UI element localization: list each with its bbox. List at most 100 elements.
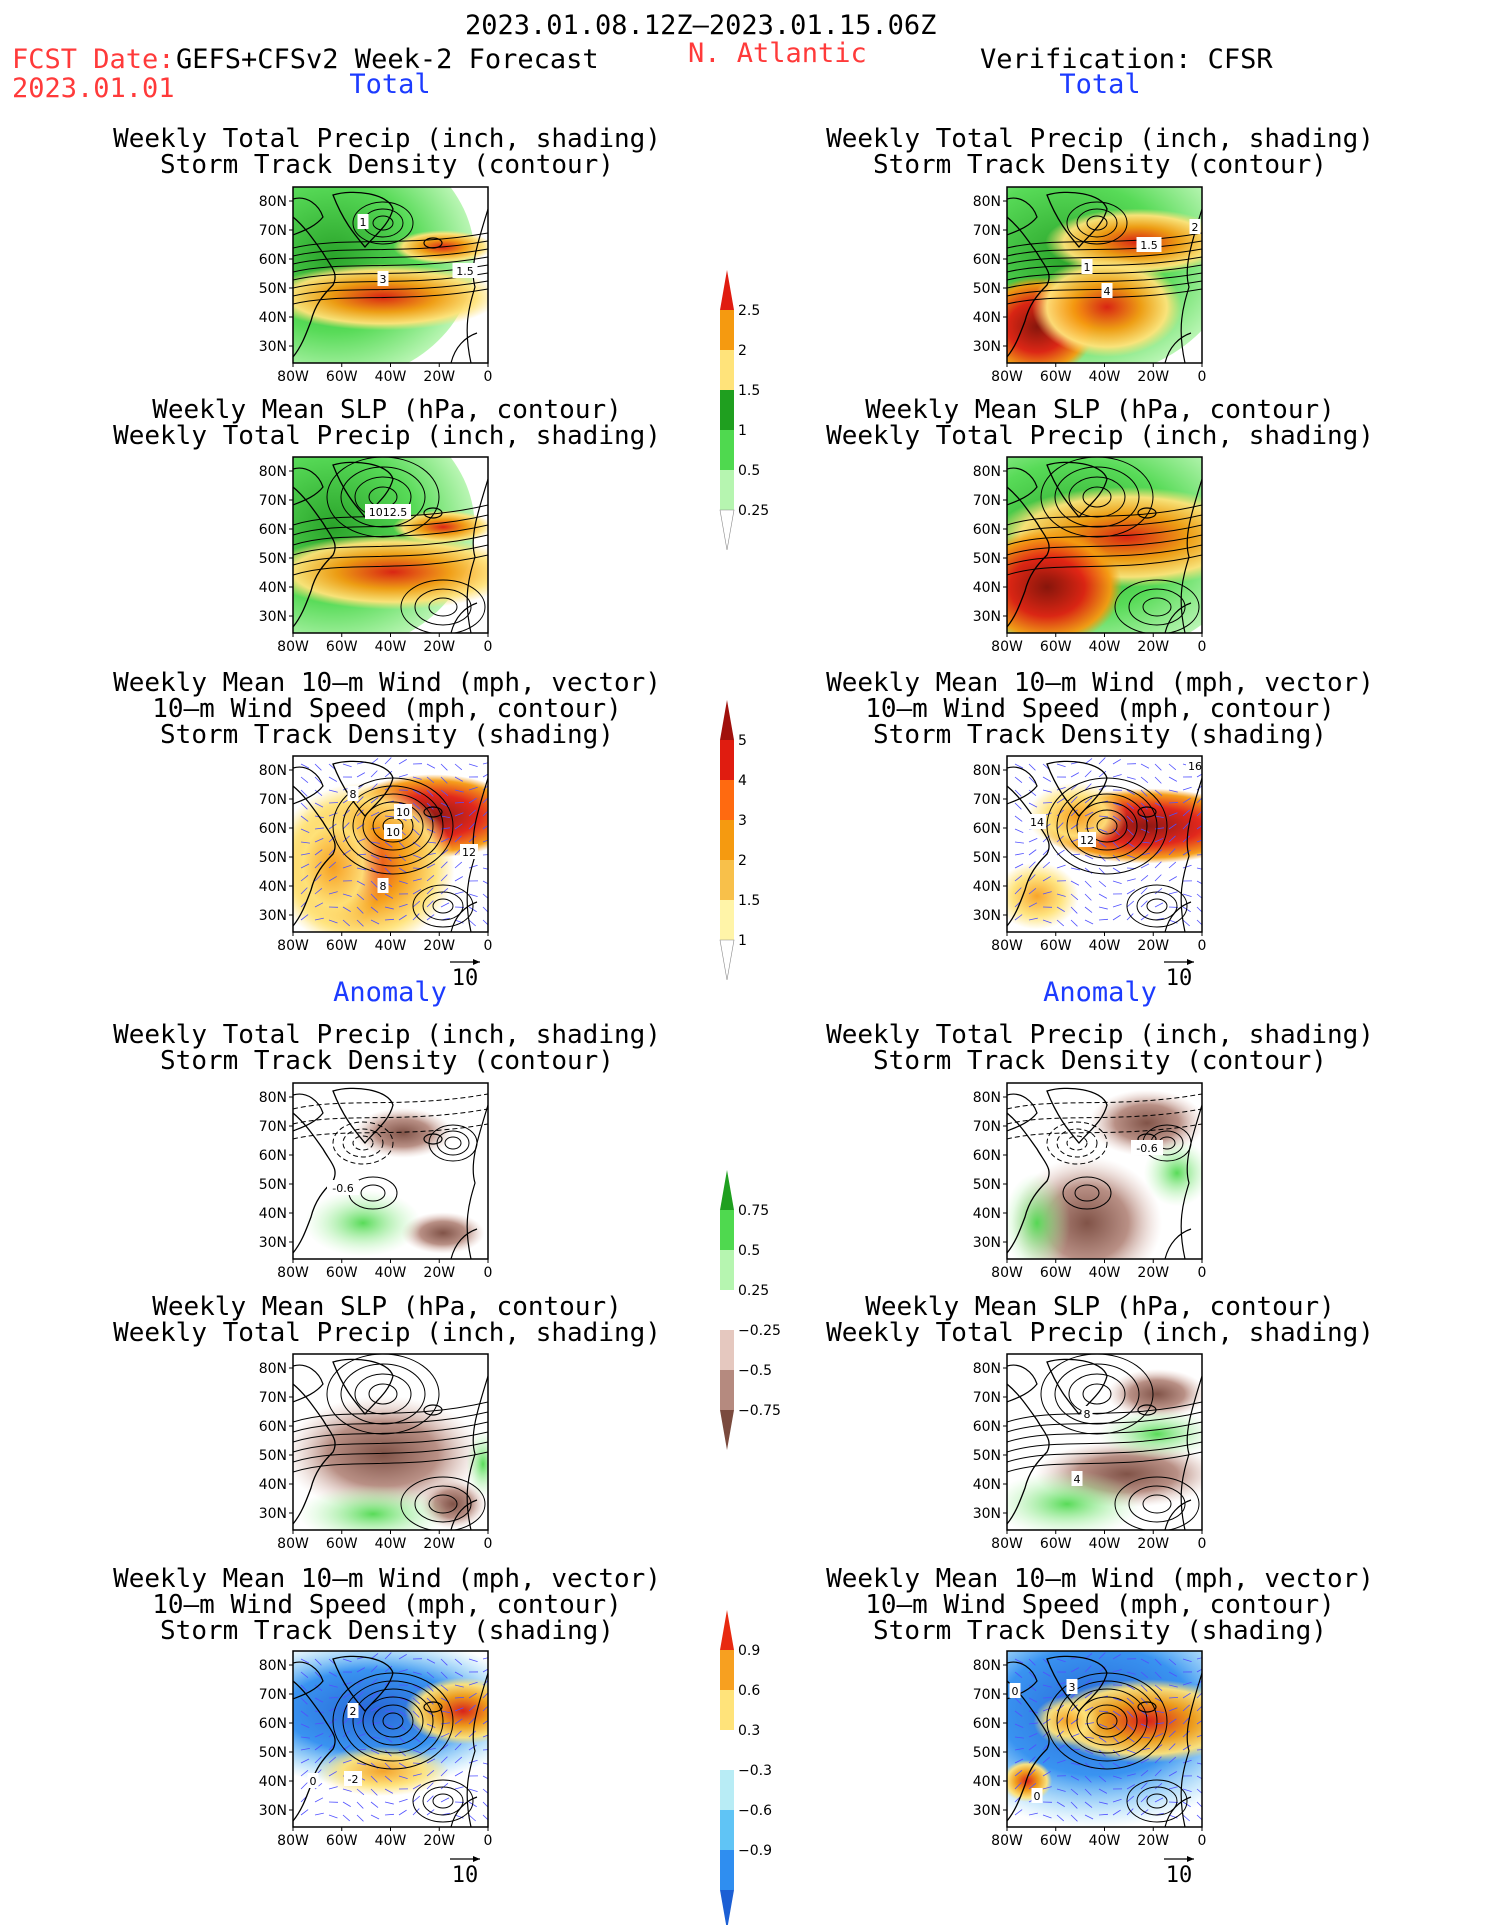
- lon-tick-label: 60W: [326, 1265, 358, 1281]
- lat-tick-label: 30N: [973, 1506, 1001, 1522]
- lon-tick-label: 40W: [1089, 938, 1121, 954]
- vector-reference-value: 10: [1166, 966, 1193, 991]
- lon-tick-label: 0: [484, 639, 493, 655]
- lat-tick-label: 30N: [259, 1803, 287, 1819]
- lon-tick-label: 20W: [423, 1833, 455, 1849]
- lat-tick-label: 40N: [973, 580, 1001, 596]
- lon-tick-label: 0: [1198, 1833, 1207, 1849]
- lat-tick-label: 50N: [259, 281, 287, 297]
- panel-title-line: Storm Track Density (contour): [160, 1046, 614, 1076]
- lon-tick-label: 0: [1198, 1536, 1207, 1552]
- verification-total-label: Total: [1059, 69, 1141, 100]
- lon-tick-label: 40W: [375, 1536, 407, 1552]
- contour-label: 0: [1012, 1685, 1019, 1698]
- lat-tick-label: 40N: [973, 1477, 1001, 1493]
- lon-tick-label: 20W: [423, 1265, 455, 1281]
- lon-tick-label: 80W: [991, 369, 1023, 385]
- contour-label: 1012.5: [369, 506, 408, 519]
- map-panel-fc_a1: -0.6 80N 70N 60N 50N 40N 30N 80W 60W 40W 20W 0: [259, 1082, 492, 1281]
- vector-reference: 10: [1164, 959, 1194, 991]
- panel-title-line: Storm Track Density (shading): [873, 720, 1327, 750]
- lon-tick-label: 80W: [277, 1536, 309, 1552]
- lat-tick-label: 70N: [259, 1687, 287, 1703]
- contour-label: 1.5: [456, 265, 474, 278]
- vector-reference-value: 10: [452, 1863, 479, 1888]
- lon-tick-label: 40W: [375, 369, 407, 385]
- lat-tick-label: 30N: [973, 1235, 1001, 1251]
- lon-tick-label: 20W: [423, 1536, 455, 1552]
- lat-tick-label: 70N: [259, 1119, 287, 1135]
- lon-tick-label: 80W: [277, 1265, 309, 1281]
- lon-tick-label: 80W: [277, 639, 309, 655]
- contour-label: 10: [386, 826, 400, 839]
- map-panel-fc_t2: 1012.5 80N 70N 60N 50N 40N 30N 80W 60W 40W 20W 0: [259, 456, 493, 655]
- lat-tick-label: 80N: [259, 1090, 287, 1106]
- map-panel-vf_a3: 0 3 0 80N 70N 60N 50N 40N 30N 80W 60W 40W 20W 0: [973, 1650, 1207, 1849]
- panel-title-line: Weekly Mean SLP (hPa, contour): [152, 1292, 622, 1322]
- forecast-anomaly-label: Anomaly: [333, 977, 447, 1008]
- contour-label: 2: [350, 1705, 357, 1718]
- lat-tick-label: 80N: [973, 194, 1001, 210]
- panel-title-line: Weekly Mean 10–m Wind (mph, vector): [826, 1564, 1374, 1594]
- lon-tick-label: 40W: [1089, 1536, 1121, 1552]
- lat-tick-label: 40N: [259, 1477, 287, 1493]
- panel-title-line: Storm Track Density (shading): [160, 720, 614, 750]
- date-range-title: 2023.01.08.12Z–2023.01.15.06Z: [465, 10, 937, 41]
- lon-tick-label: 80W: [277, 369, 309, 385]
- panel-title-line: Storm Track Density (shading): [160, 1616, 614, 1646]
- lat-tick-label: 70N: [973, 223, 1001, 239]
- lon-tick-label: 40W: [1089, 1265, 1121, 1281]
- lon-tick-label: 60W: [1040, 369, 1072, 385]
- panel-title-line: Storm Track Density (shading): [873, 1616, 1327, 1646]
- lon-tick-label: 80W: [991, 938, 1023, 954]
- lat-tick-label: 60N: [259, 252, 287, 268]
- contour-label: 3: [380, 273, 387, 286]
- vector-reference-value: 10: [1166, 1863, 1193, 1888]
- lat-tick-label: 40N: [973, 310, 1001, 326]
- lat-tick-label: 70N: [973, 792, 1001, 808]
- lat-tick-label: 80N: [973, 763, 1001, 779]
- lat-tick-label: 80N: [259, 464, 287, 480]
- lon-tick-label: 20W: [423, 639, 455, 655]
- panel-title-line: Weekly Mean 10–m Wind (mph, vector): [113, 668, 661, 698]
- verification-anomaly-label: Anomaly: [1043, 977, 1157, 1008]
- lon-tick-label: 80W: [991, 1833, 1023, 1849]
- lat-tick-label: 60N: [259, 821, 287, 837]
- lat-tick-label: 70N: [973, 1119, 1001, 1135]
- panel-title-line: Weekly Total Precip (inch, shading): [826, 124, 1374, 154]
- lon-tick-label: 40W: [1089, 639, 1121, 655]
- panel-title-line: Weekly Total Precip (inch, shading): [826, 421, 1374, 451]
- lat-tick-label: 50N: [973, 850, 1001, 866]
- contour-label: 14: [1030, 816, 1044, 829]
- lon-tick-label: 40W: [375, 1833, 407, 1849]
- lat-tick-label: 40N: [973, 1206, 1001, 1222]
- panel-title-line: Weekly Total Precip (inch, shading): [826, 1020, 1374, 1050]
- forecast-name: GEFS+CFSv2 Week-2 Forecast: [176, 44, 599, 75]
- lon-tick-label: 20W: [423, 369, 455, 385]
- lat-tick-label: 70N: [259, 792, 287, 808]
- lon-tick-label: 80W: [991, 1536, 1023, 1552]
- lon-tick-label: 60W: [326, 369, 358, 385]
- region-label: N. Atlantic: [688, 38, 867, 69]
- contour-label: 10: [396, 806, 410, 819]
- lon-tick-label: 40W: [1089, 369, 1121, 385]
- panel-title-line: Storm Track Density (contour): [160, 150, 614, 180]
- map-panel-vf_t2: 80N 70N 60N 50N 40N 30N 80W 60W 40W 20W 0: [973, 456, 1206, 655]
- lat-tick-label: 70N: [973, 493, 1001, 509]
- panel-title-line: 10–m Wind Speed (mph, contour): [152, 1590, 622, 1620]
- lon-tick-label: 60W: [1040, 1536, 1072, 1552]
- lat-tick-label: 80N: [973, 1658, 1001, 1674]
- lat-tick-label: 40N: [973, 879, 1001, 895]
- contour-label: 16: [1188, 760, 1202, 773]
- lon-tick-label: 80W: [991, 639, 1023, 655]
- panel-title-line: Weekly Mean 10–m Wind (mph, vector): [826, 668, 1374, 698]
- lat-tick-label: 30N: [973, 1803, 1001, 1819]
- panel-title-line: Weekly Total Precip (inch, shading): [113, 124, 661, 154]
- lon-tick-label: 0: [484, 1536, 493, 1552]
- lat-tick-label: 50N: [259, 551, 287, 567]
- contour-label: 1: [1084, 261, 1091, 274]
- vector-reference: 10: [450, 1856, 480, 1888]
- lon-tick-label: 20W: [1137, 1536, 1169, 1552]
- panel-title-line: 10–m Wind Speed (mph, contour): [865, 694, 1335, 724]
